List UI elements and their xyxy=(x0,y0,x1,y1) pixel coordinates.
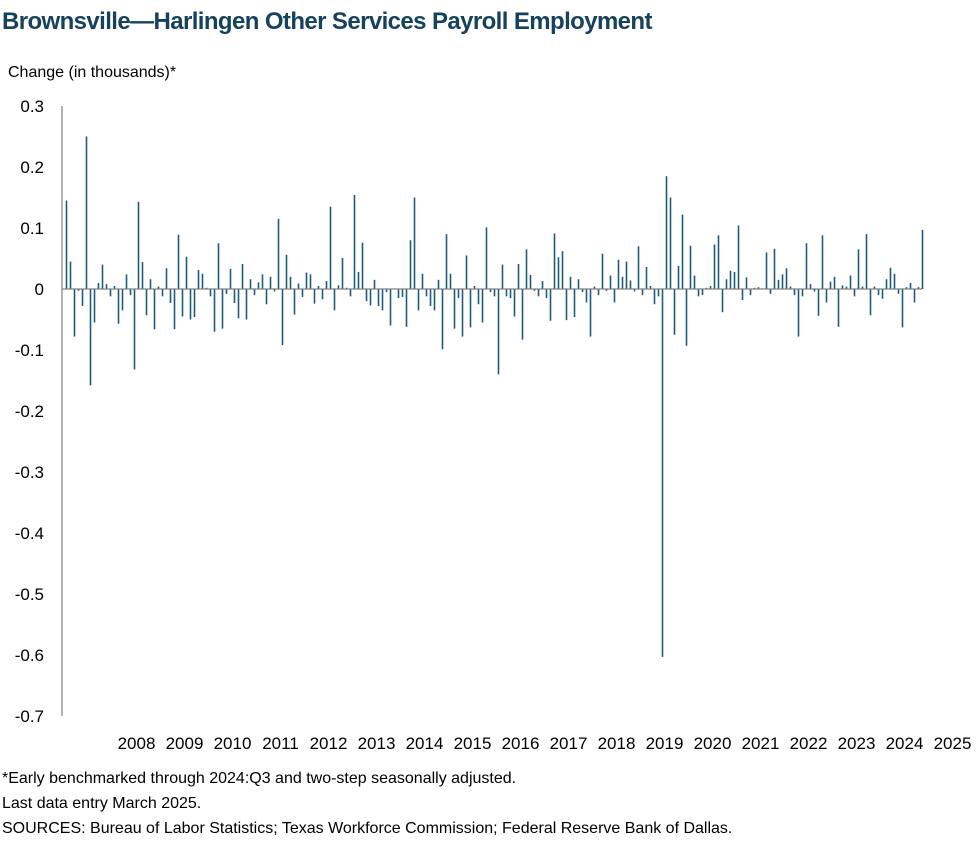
x-tick-label: 2019 xyxy=(646,734,684,753)
x-tick-label: 2023 xyxy=(838,734,876,753)
x-tick-label: 2018 xyxy=(598,734,636,753)
x-tick-label: 2025 xyxy=(934,734,972,753)
y-tick-label: 0.1 xyxy=(20,219,44,238)
y-tick-label: 0.3 xyxy=(20,97,44,116)
x-tick-label: 2021 xyxy=(742,734,780,753)
x-axis-ticks: 2008 2009 2010 2011 2012 2013 2014 2015 2016 2017… xyxy=(118,734,972,753)
footnote-benchmark: *Early benchmarked through 2024:Q3 and t… xyxy=(2,770,517,787)
y-tick-label: -0.5 xyxy=(15,585,44,604)
x-tick-label: 2013 xyxy=(358,734,396,753)
x-tick-label: 2017 xyxy=(550,734,588,753)
x-tick-label: 2011 xyxy=(262,734,299,753)
x-tick-label: 2016 xyxy=(502,734,540,753)
x-tick-label: 2022 xyxy=(790,734,828,753)
footnote-sources: SOURCES: Bureau of Labor Statistics; Tex… xyxy=(2,820,733,837)
footnote-last-entry: Last data entry March 2025. xyxy=(2,795,202,812)
y-tick-label: -0.4 xyxy=(15,524,44,543)
x-tick-label: 2020 xyxy=(694,734,732,753)
x-tick-label: 2014 xyxy=(406,734,444,753)
y-tick-label: -0.2 xyxy=(15,402,44,421)
y-tick-label: -0.6 xyxy=(15,646,44,665)
y-tick-label: -0.3 xyxy=(15,463,44,482)
y-axis-ticks: 0.3 0.2 0.1 0 -0.1 -0.2 -0.3 -0.4 -0.5 -0.6 -0.7 xyxy=(15,97,44,726)
chart-title: Brownsville—Harlingen Other Services Pay… xyxy=(2,8,652,35)
bar-series xyxy=(65,136,924,657)
y-tick-label: 0 xyxy=(35,280,44,299)
y-tick-label: 0.2 xyxy=(20,158,44,177)
x-tick-label: 2015 xyxy=(454,734,492,753)
y-tick-label: -0.7 xyxy=(15,707,44,726)
x-tick-label: 2024 xyxy=(886,734,924,753)
y-tick-label: -0.1 xyxy=(15,341,44,360)
y-axis-label: Change (in thousands)* xyxy=(8,64,177,81)
x-tick-label: 2009 xyxy=(166,734,204,753)
x-tick-label: 2012 xyxy=(310,734,348,753)
x-tick-label: 2010 xyxy=(214,734,252,753)
x-tick-label: 2008 xyxy=(118,734,156,753)
